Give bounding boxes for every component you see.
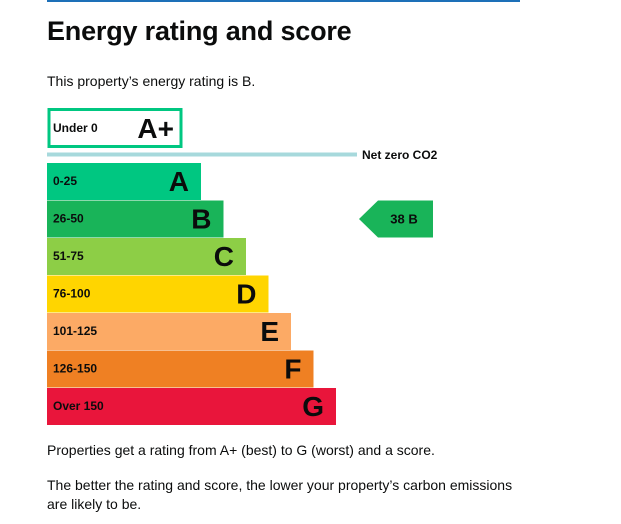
band-b-letter: B [191,204,211,235]
top-rule [47,0,520,2]
band-a-plus-range: Under 0 [53,121,98,135]
band-g-letter: G [302,391,324,422]
band-a-plus-box [47,108,183,148]
band-e-range: 101-125 [53,324,97,338]
band-c-range: 51-75 [53,249,84,263]
band-a-plus-letter: A+ [137,113,174,144]
rating-intro-text: This property’s energy rating is B. [47,73,256,89]
band-e-letter: E [260,316,279,347]
band-d-bar [47,275,269,313]
band-f-letter: F [284,354,301,385]
band-g-bar [47,388,336,425]
page-title: Energy rating and score [47,16,352,46]
band-g-range: Over 150 [53,399,104,413]
band-d-letter: D [236,279,256,310]
rating-explanation-text: Properties get a rating from A+ (best) t… [47,442,435,458]
carbon-explanation-text: The better the rating and score, the low… [47,477,513,512]
band-b-bar [47,200,224,238]
current-rating-label: 38 B [390,212,417,227]
band-a-bar [47,163,201,200]
band-a-range: 0-25 [53,174,77,188]
band-f-range: 126-150 [53,362,97,376]
band-c-letter: C [214,241,234,272]
current-rating-arrow [359,200,433,238]
band-c-bar [47,238,246,275]
band-e-bar [47,313,291,350]
net-zero-label: Net zero CO2 [362,148,438,162]
band-b-range: 26-50 [53,212,84,226]
band-d-range: 76-100 [53,287,91,301]
band-a-letter: A [169,166,189,197]
band-f-bar [47,350,314,388]
